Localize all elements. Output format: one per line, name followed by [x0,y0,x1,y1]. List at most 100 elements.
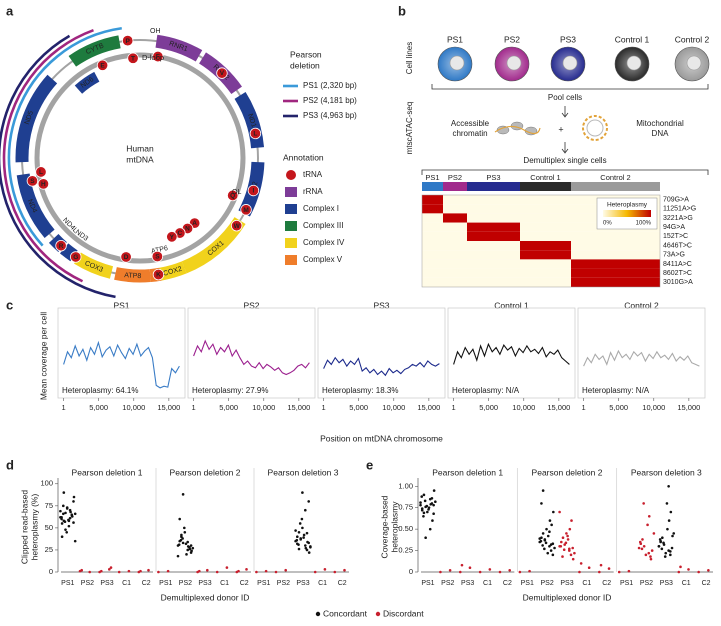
swarm-point [117,570,121,574]
group-label: PS3 [486,173,500,182]
swarm-point [62,491,66,494]
heatmap-cell [467,231,520,241]
swarm-point [206,568,209,572]
heatmap-cell [422,213,443,223]
swarm-point [73,539,77,543]
trna-label: V [220,70,225,77]
group-bar [422,182,443,191]
swarm-point [300,517,304,521]
swarm-point [637,546,641,550]
swarm-point [255,570,258,574]
cell-line-label: PS3 [560,34,576,44]
swarm-point [190,549,193,553]
nucleus [562,55,578,71]
x-tick-label: 15,000 [287,403,310,412]
swarm-point [198,569,201,573]
swarm-point [642,544,646,548]
swarm-point [100,569,103,573]
swarm-point [558,510,561,514]
trna-label: Q [230,193,235,200]
swarm-point [660,547,664,551]
y-axis-label: heteroplasmy [389,501,399,553]
swarm-point [587,566,591,570]
swarm-point [538,537,542,540]
swarm-point [641,538,644,541]
heatmap-cell [443,204,467,214]
legend-label: rRNA [303,187,323,196]
heatmap-cell [443,277,467,287]
gene-label: ATP8 [124,272,141,280]
x-tick-label: C1 [582,580,591,587]
x-tick-label: 15,000 [157,403,180,412]
gene-arc [15,74,58,163]
trna-marker [37,178,50,190]
swarm-point [549,549,553,552]
swarm-point [697,570,700,574]
x-tick-label: 15,000 [547,403,570,412]
trna-marker [26,175,39,187]
heatmap-cell [467,213,520,223]
swarm-point [284,568,288,572]
dloop-label: D-loop [142,53,164,62]
x-tick-label: 5,000 [89,403,108,412]
chromatin-icon [494,121,541,136]
swarm-point [568,527,572,531]
variant-label: 11251A>G [663,206,696,213]
legend-marker [375,611,381,617]
x-tick-label: C2 [240,580,249,587]
plot-frame [447,307,576,399]
swarm-point [546,534,550,538]
workflow-arrows [421,84,709,175]
swarm-point [687,568,690,571]
swarm-point [419,503,422,507]
x-tick-label: PS1 [257,580,270,587]
swarm-point [333,570,337,574]
x-tick-label: 10,000 [122,403,145,412]
x-tick-label: 15,000 [677,403,700,412]
legend-title: Annotation [283,152,324,162]
variant-label: 8411A>C [663,261,692,268]
swarm-point [72,500,75,503]
x-tick-label: PS1 [421,580,434,587]
coverage-line [323,356,440,377]
cell-line-label: PS2 [504,34,520,44]
swarm-point [561,536,565,540]
swarm-point [552,510,555,514]
trna-label: S [30,178,35,185]
swarm-point [295,538,299,542]
x-tick-label: PS2 [441,580,454,587]
swarm-point [180,533,183,537]
heatmap-cell [443,250,467,260]
trna-label: H [41,181,46,188]
gene-arc [114,267,151,283]
swarm-point [458,570,462,574]
variant-label: 3010G>A [663,279,693,286]
legend-title: Heteroplasmy [607,202,648,209]
gene-arc [234,92,265,149]
trna-label: F [156,54,160,61]
swarm-point [67,519,71,523]
swarm-point [432,512,435,516]
gene-label: ND1 [246,113,257,129]
trna-marker [227,189,239,202]
heatmap-cell [571,268,660,278]
demux-bracket [421,169,709,175]
swarm-point [62,504,65,508]
y-tick-label: 1.00 [398,481,413,490]
x-tick-label: 5,000 [609,403,628,412]
heatmap-cell [520,213,571,223]
swarm-point [549,543,553,546]
swarm-point [528,569,531,573]
swarm-point [302,536,305,539]
swarm-point [662,541,665,545]
vertical-label: mtscATAC-seq [405,102,414,155]
swarm-point [422,493,426,497]
trna-marker [120,251,132,263]
swarm-point [657,544,661,548]
swarm-point [564,541,568,545]
swarm-point [67,524,71,528]
legend-label: Concordant [323,608,368,618]
swarm-point [488,568,492,571]
x-tick-label: C2 [702,580,711,587]
